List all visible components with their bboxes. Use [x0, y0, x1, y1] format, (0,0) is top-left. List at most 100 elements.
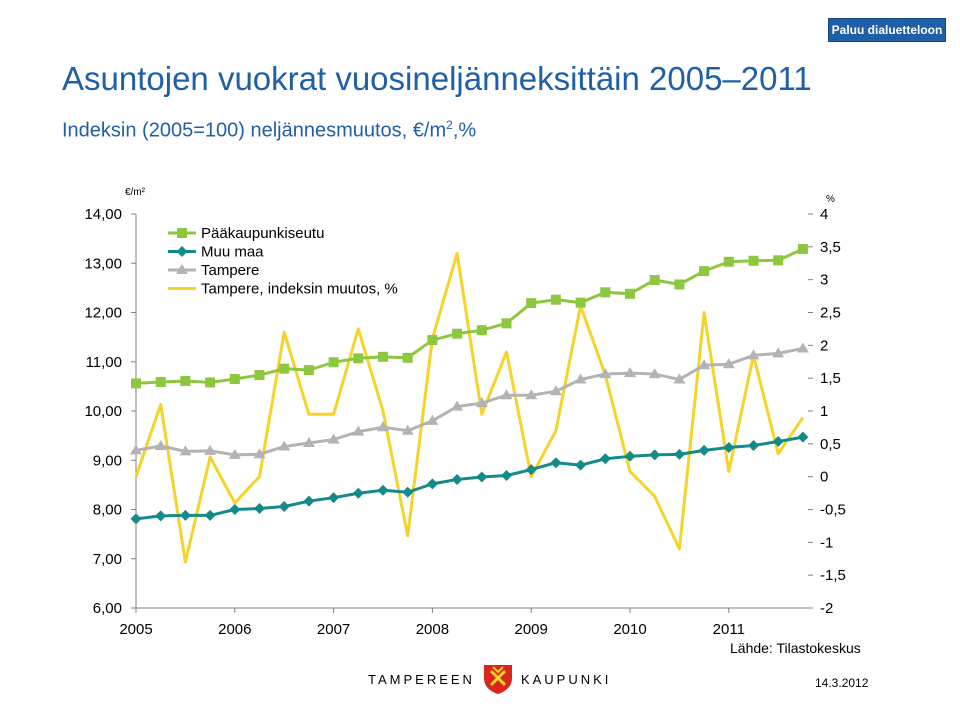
data-point-muu-maa: [624, 450, 636, 462]
data-point-tampere: [426, 414, 439, 425]
data-point-p-kaupunkiseutu: [625, 288, 635, 299]
data-point-muu-maa: [723, 441, 735, 453]
legend-marker: [177, 228, 187, 238]
data-point-tampere: [772, 347, 785, 358]
data-point-muu-maa: [476, 471, 488, 483]
data-point-tampere: [179, 445, 192, 456]
left-axis-tick-label: 14,00: [84, 206, 122, 223]
data-point-muu-maa: [179, 509, 191, 521]
data-point-tampere: [377, 421, 389, 432]
x-axis-tick-label: 2011: [713, 621, 745, 638]
data-point-tampere: [352, 425, 365, 436]
data-point-p-kaupunkiseutu: [452, 328, 463, 339]
data-point-p-kaupunkiseutu: [155, 376, 166, 387]
data-point-p-kaupunkiseutu: [254, 370, 265, 381]
data-point-muu-maa: [204, 509, 216, 521]
data-point-tampere: [525, 389, 538, 400]
data-point-muu-maa: [599, 453, 611, 465]
data-point-tampere: [722, 358, 735, 369]
right-axis-tick-label: -1,5: [820, 567, 846, 584]
data-point-p-kaupunkiseutu: [427, 335, 438, 346]
data-point-tampere: [648, 368, 661, 379]
right-axis-tick-label: 0,5: [820, 436, 841, 453]
subtitle-tail: ,%: [452, 119, 477, 142]
right-axis-tick-label: -2: [820, 600, 833, 617]
chart-axes: 14,00 13,00 12,00 11,00 10,00 9,00 8,00 7,00 6,0…: [84, 206, 845, 638]
data-point-muu-maa: [501, 470, 512, 482]
data-point-tampere: [475, 397, 488, 408]
data-point-p-kaupunkiseutu: [279, 363, 290, 374]
data-point-muu-maa: [352, 487, 364, 499]
left-axis-tick-label: 13,00: [84, 255, 122, 272]
data-point-p-kaupunkiseutu: [229, 373, 240, 384]
data-point-muu-maa: [402, 486, 414, 498]
data-point-p-kaupunkiseutu: [526, 298, 537, 309]
x-axis-tick-label: 2009: [515, 621, 548, 638]
data-point-muu-maa: [155, 510, 167, 522]
data-point-p-kaupunkiseutu: [303, 365, 314, 376]
right-axis-tick-label: 4: [820, 206, 828, 223]
data-point-p-kaupunkiseutu: [501, 318, 512, 329]
data-point-p-kaupunkiseutu: [748, 255, 759, 266]
legend-marker: [176, 264, 188, 274]
data-point-p-kaupunkiseutu: [476, 325, 487, 336]
right-axis-tick-label: -0,5: [820, 502, 846, 519]
data-point-p-kaupunkiseutu: [600, 287, 611, 298]
x-axis-tick-label: 2005: [119, 621, 152, 638]
x-axis-tick-label: 2008: [416, 621, 449, 638]
logo-text-right: KAUPUNKI: [520, 671, 612, 687]
right-axis-tick-label: 3,5: [820, 239, 841, 256]
data-point-tampere: [796, 342, 809, 353]
data-point-tampere: [574, 373, 587, 384]
legend-label: Tampere, indeksin muutos, %: [201, 281, 398, 298]
series-line-tampere-indeksin-muutos: [134, 251, 805, 564]
data-point-p-kaupunkiseutu: [797, 243, 808, 254]
data-point-tampere: [500, 389, 513, 400]
series-line-muu-maa: [135, 435, 804, 521]
data-point-tampere: [327, 433, 340, 444]
data-point-p-kaupunkiseutu: [773, 255, 784, 266]
page-title: Asuntojen vuokrat vuosineljänneksittäin …: [62, 60, 812, 97]
data-point-muu-maa: [278, 501, 290, 513]
page-subtitle: Indeksin (2005=100) neljännesmuutos, €/m…: [62, 118, 476, 143]
data-point-muu-maa: [649, 449, 661, 461]
data-point-muu-maa: [328, 492, 340, 504]
x-axis-tick-label: 2010: [613, 621, 646, 638]
right-axis-tick-label: 0: [820, 469, 828, 486]
data-point-p-kaupunkiseutu: [205, 377, 216, 388]
data-point-tampere: [204, 444, 217, 455]
data-point-tampere: [624, 367, 636, 378]
data-point-tampere: [673, 373, 686, 384]
data-point-muu-maa: [426, 478, 438, 490]
data-point-p-kaupunkiseutu: [328, 357, 339, 368]
data-point-tampere: [599, 368, 612, 379]
data-point-muu-maa: [229, 504, 241, 515]
data-point-muu-maa: [748, 439, 759, 451]
data-point-p-kaupunkiseutu: [353, 353, 364, 364]
legend-label: Tampere: [201, 262, 259, 279]
data-point-p-kaupunkiseutu: [550, 294, 561, 305]
right-axis-tick-label: 2,5: [820, 305, 841, 322]
data-point-p-kaupunkiseutu: [131, 378, 141, 389]
x-axis-tick-label: 2007: [317, 621, 350, 638]
back-to-slide-list-button[interactable]: Paluu dialuetteloon: [828, 18, 946, 42]
legend-label: Pääkaupunkiseutu: [201, 225, 324, 242]
data-point-muu-maa: [130, 513, 142, 525]
left-axis-tick-label: 11,00: [86, 354, 122, 371]
legend-label: Muu maa: [201, 244, 264, 261]
data-point-muu-maa: [377, 484, 389, 496]
left-axis-tick-label: 9,00: [93, 452, 122, 469]
data-point-muu-maa: [673, 448, 685, 460]
source-note: Lähde: Tilastokeskus: [730, 640, 861, 656]
left-axis-tick-label: 10,00: [84, 403, 122, 420]
data-point-p-kaupunkiseutu: [674, 279, 685, 290]
legend-marker: [176, 246, 188, 257]
data-point-tampere: [228, 448, 241, 459]
data-point-muu-maa: [797, 431, 809, 443]
data-point-muu-maa: [303, 495, 315, 507]
data-point-tampere: [253, 448, 266, 459]
slide-date: 14.3.2012: [815, 676, 869, 690]
right-axis-tick-label: -1: [820, 534, 833, 551]
